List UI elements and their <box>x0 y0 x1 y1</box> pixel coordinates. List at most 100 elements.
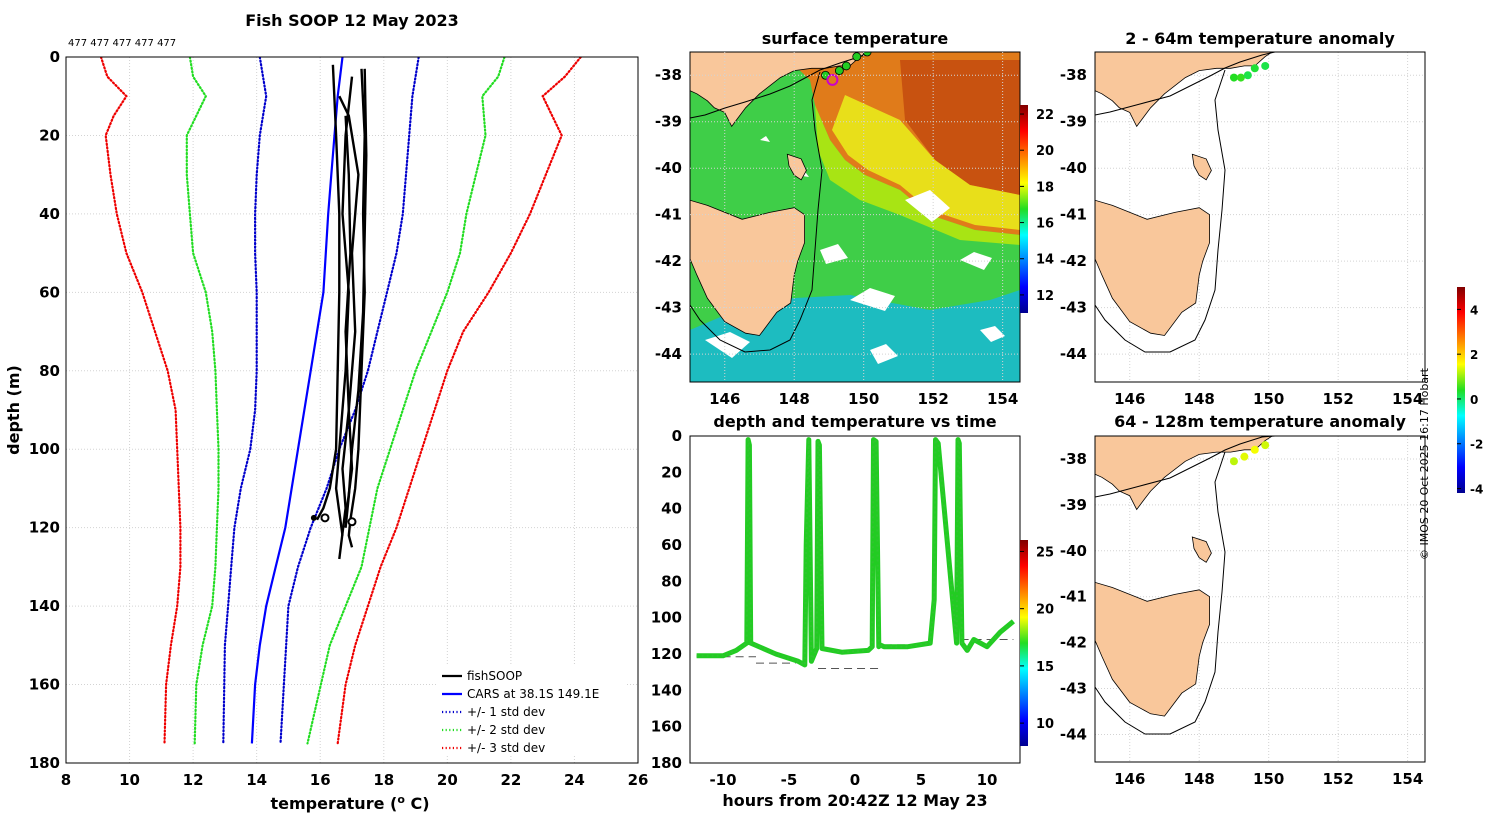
map-xtick-label: 146 <box>709 390 740 408</box>
map-xtick-label: 152 <box>1323 390 1354 408</box>
profile-ytick-label: 80 <box>39 362 60 380</box>
map-xtick-label: 146 <box>1114 770 1145 788</box>
sst-flinders-island <box>786 153 807 181</box>
sst-colorbar-label: 18 <box>1036 180 1054 195</box>
map-ytick-label: -42 <box>1060 252 1087 270</box>
profile-xtick-label: 26 <box>628 771 649 789</box>
map-ytick-label: -44 <box>655 345 682 363</box>
sst-yellow-band <box>832 95 1020 230</box>
map-ytick-label: -43 <box>655 299 682 317</box>
anom-deep-anomaly-point <box>1229 457 1238 466</box>
map-xtick-label: 148 <box>1184 770 1215 788</box>
profile-ytick-label: 20 <box>39 126 60 144</box>
map-xtick-label: 154 <box>1392 770 1423 788</box>
time-xtick-label: 5 <box>916 771 926 789</box>
fishsoop-bottom-marker <box>320 513 330 523</box>
sst-tasmania <box>690 199 805 336</box>
sst-panel: surface temperature 146 148 150 152 154 -38 -3… <box>655 29 1054 408</box>
profile-ytick-label: 120 <box>29 519 60 537</box>
anom-shallow-panel: 2 - 64m temperature anomaly 146 148 150 152… <box>1060 29 1426 408</box>
anom-shallow-tasmania <box>1095 199 1210 336</box>
profile-ytick-label: 180 <box>29 754 60 772</box>
profile-title: Fish SOOP 12 May 2023 <box>245 11 459 30</box>
anom-deep-tasmania <box>1095 581 1210 717</box>
depth-ytick-label: 20 <box>661 463 682 481</box>
sst-cloud-gaps <box>705 136 1005 364</box>
time-colorbar-label: 20 <box>1036 603 1054 618</box>
anomaly-colorbar-label: 4 <box>1470 303 1478 317</box>
profile-xtick-label: 16 <box>310 771 331 789</box>
profile-line--1-std <box>279 57 420 745</box>
map-ytick-label: -38 <box>1060 66 1087 84</box>
sst-track-marker <box>834 66 844 75</box>
sst-track-marker <box>862 52 872 57</box>
anomaly-colorbar-ticks: 4 2 0 -2 -4 <box>1457 303 1483 497</box>
map-ytick-label: -41 <box>1060 206 1087 224</box>
profile-line--2-std <box>306 57 506 745</box>
profile-line--2-std <box>185 57 220 745</box>
depth-ytick-label: 40 <box>661 500 682 518</box>
anomaly-colorbar-label: 2 <box>1470 348 1478 362</box>
profile-ytick-label: 0 <box>50 48 60 66</box>
anomaly-colorbar-label: 0 <box>1470 393 1478 407</box>
time-depth-axes-box <box>689 435 1021 764</box>
profile-ticks: 8 10 12 14 16 18 20 22 24 26 0 20 40 60 80 100 120 140 160… <box>29 48 649 789</box>
time-xtick-label: -5 <box>781 771 798 789</box>
time-xtick-label: -10 <box>709 771 736 789</box>
depth-ytick-label: 100 <box>651 609 682 627</box>
depth-ytick-label: 60 <box>661 536 682 554</box>
anom-shallow-anomaly-point <box>1229 73 1238 82</box>
depth-ytick-label: 140 <box>651 681 682 699</box>
sst-ticks: 146 148 150 152 154 -38 -39 -40 -41 -42 -43 -44 <box>655 52 1020 408</box>
anomaly-colorbar-label: -4 <box>1470 483 1483 497</box>
map-xtick-label: 148 <box>1184 390 1215 408</box>
profile-series <box>99 57 582 745</box>
time-depth-xlabel: hours from 20:42Z 12 May 23 <box>722 791 987 810</box>
depth-ytick-label: 120 <box>651 645 682 663</box>
sst-colorbar-ticks: 12 14 16 18 20 22 <box>1020 108 1054 304</box>
profile-xtick-label: 12 <box>183 771 204 789</box>
profile-xtick-label: 14 <box>246 771 267 789</box>
anom-shallow-anomaly-point <box>1243 71 1252 80</box>
time-colorbar-label: 10 <box>1036 717 1054 732</box>
profile-line--1-std <box>222 57 268 745</box>
anomaly-colorbar-label: -2 <box>1470 438 1483 452</box>
map-ytick-label: -39 <box>1060 496 1087 514</box>
fishsoop-bottom-marker <box>310 514 317 521</box>
profile-panel: Fish SOOP 12 May 2023 477 477 477 477 47… <box>4 11 648 813</box>
anom-shallow-anomaly-point <box>1236 73 1245 82</box>
profile-ytick-label: 60 <box>39 283 60 301</box>
sst-current-position-marker <box>826 73 839 86</box>
map-ytick-label: -38 <box>1060 450 1087 468</box>
sst-colorbar <box>1020 105 1028 313</box>
legend-label: CARS at 38.1S 149.1E <box>467 687 599 701</box>
depth-ytick-label: 80 <box>661 572 682 590</box>
anom-shallow-anomaly-point <box>1261 61 1270 70</box>
sst-colorbar-label: 12 <box>1036 289 1054 304</box>
sst-colorbar-label: 22 <box>1036 108 1054 123</box>
sst-title: surface temperature <box>762 29 949 48</box>
anom-deep-panel: 64 - 128m temperature anomaly 146 148 150 1… <box>1060 287 1483 788</box>
legend-label: +/- 2 std dev <box>467 723 545 737</box>
map-xtick-label: 148 <box>779 390 810 408</box>
anom-deep-anomaly-point <box>1250 445 1259 454</box>
profile-xtick-label: 18 <box>373 771 394 789</box>
profile-line--3-std <box>99 57 182 745</box>
sst-shelf-contour <box>690 52 871 353</box>
time-depth-title: depth and temperature vs time <box>713 412 996 431</box>
anomaly-colorbar <box>1457 287 1465 493</box>
time-xtick-label: 10 <box>977 771 998 789</box>
profile-xlabel: temperature (o C) <box>270 793 429 813</box>
map-ytick-label: -41 <box>655 206 682 224</box>
anom-shallow-mainland <box>1095 52 1273 128</box>
profile-ytick-label: 100 <box>29 440 60 458</box>
map-xtick-label: 146 <box>1114 390 1145 408</box>
anom-deep-ticks: 146 148 150 152 154 -38 -39 -40 -41 -42 -43 -44 <box>1060 450 1423 788</box>
profile-ytick-label: 140 <box>29 597 60 615</box>
map-ytick-label: -40 <box>655 159 682 177</box>
anom-shallow-axes-box <box>1094 51 1426 383</box>
map-xtick-label: 152 <box>1323 770 1354 788</box>
map-xtick-label: 150 <box>1253 770 1284 788</box>
anom-deep-anomaly-point <box>1261 441 1270 450</box>
